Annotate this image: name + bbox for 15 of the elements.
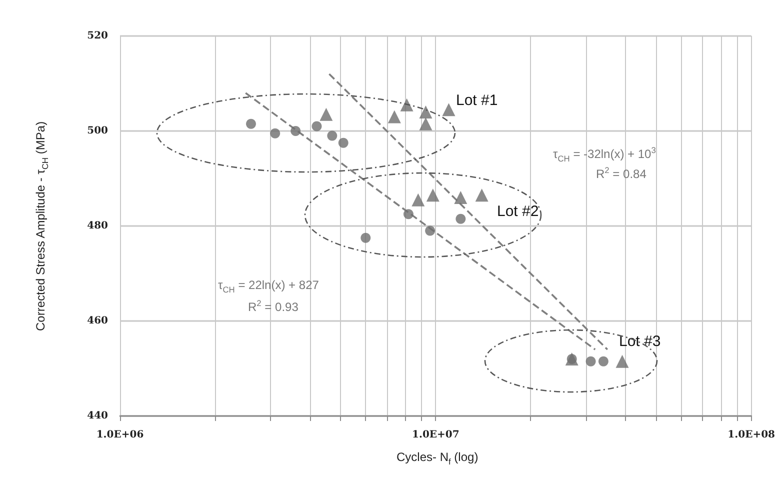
y-tick-label: 440 xyxy=(87,410,108,422)
y-tick-label: 480 xyxy=(87,220,108,232)
annotation: R$^{2}$ = 0.84 xyxy=(596,165,646,181)
annotation: Lot #1 xyxy=(456,92,498,109)
x-axis-title: Cycles- N$_{f}$ (log) xyxy=(396,450,478,466)
x-tick-label: 1.0E+07 xyxy=(412,430,460,440)
x-tick-label: 1.0E+06 xyxy=(96,430,144,440)
x-tick-label: 1.0E+08 xyxy=(728,430,776,440)
annotation: τ$_{CH}$ = -32ln(x) + 10$^{3}$ xyxy=(553,145,656,164)
y-tick-label: 520 xyxy=(87,30,108,42)
annotation: τ$_{CH}$ = 22ln(x) + 827 xyxy=(218,278,319,294)
annotation: R$^{2}$ = 0.93 xyxy=(248,298,298,314)
annotation: Lot #2 xyxy=(497,203,539,220)
y-tick-label: 460 xyxy=(87,316,108,326)
y-tick-label: 500 xyxy=(87,126,108,136)
